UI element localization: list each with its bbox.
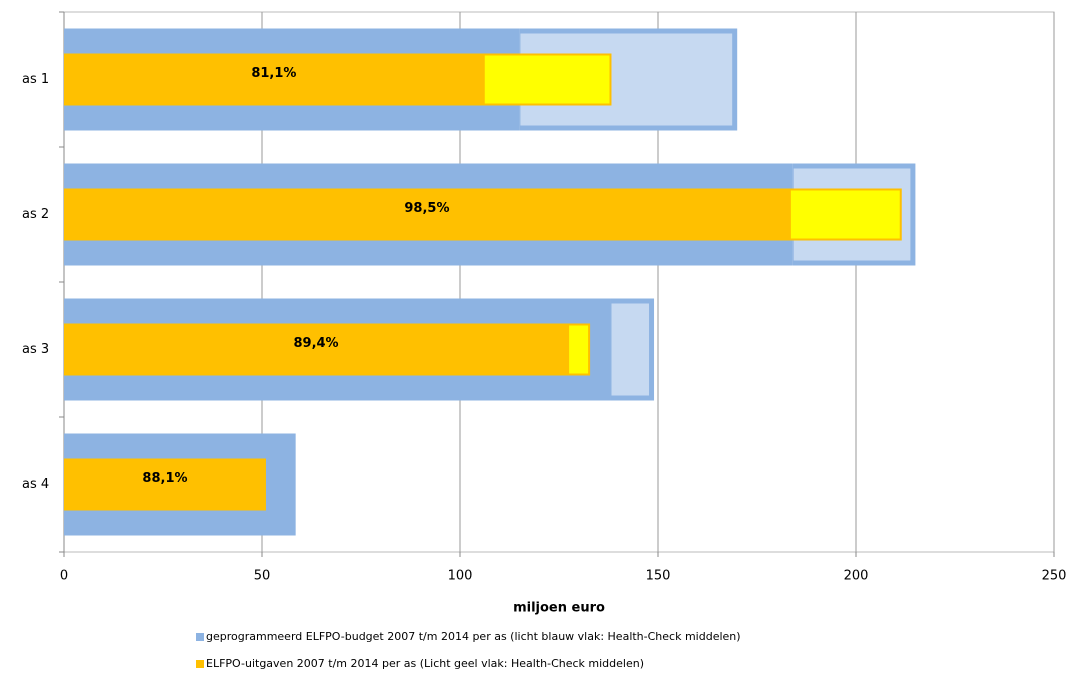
y-tick-label: as 1 [22, 72, 49, 87]
legend-swatch [196, 660, 204, 668]
y-tick-label: as 2 [22, 207, 49, 222]
bar-annotation: 89,4% [293, 336, 338, 351]
spending-extra-bar [788, 188, 902, 241]
x-tick-label: 200 [844, 569, 869, 584]
budget-extra-inner [611, 303, 650, 396]
x-axis-title: miljoen euro [513, 601, 605, 616]
x-tick-label: 100 [448, 569, 473, 584]
spending-bar [64, 53, 484, 106]
bar-annotation: 88,1% [142, 471, 187, 486]
legend-label: ELFPO-uitgaven 2007 t/m 2014 per as (Lic… [206, 657, 644, 670]
legend-label: geprogrammeerd ELFPO-budget 2007 t/m 201… [206, 630, 741, 643]
spending-bar [64, 188, 790, 241]
y-tick-label: as 3 [22, 342, 49, 357]
x-tick-label: 0 [60, 569, 68, 584]
x-tick-label: 50 [254, 569, 271, 584]
spending-extra-bar [482, 53, 612, 106]
y-tick-label: as 4 [22, 477, 49, 492]
x-tick-label: 250 [1042, 569, 1067, 584]
bar-annotation: 98,5% [404, 201, 449, 216]
spending-bar [64, 323, 569, 376]
bar-annotation: 81,1% [251, 66, 296, 81]
x-tick-label: 150 [646, 569, 671, 584]
legend-swatch [196, 633, 204, 641]
spending-bar [64, 458, 266, 511]
spending-extra-bar [567, 323, 591, 376]
